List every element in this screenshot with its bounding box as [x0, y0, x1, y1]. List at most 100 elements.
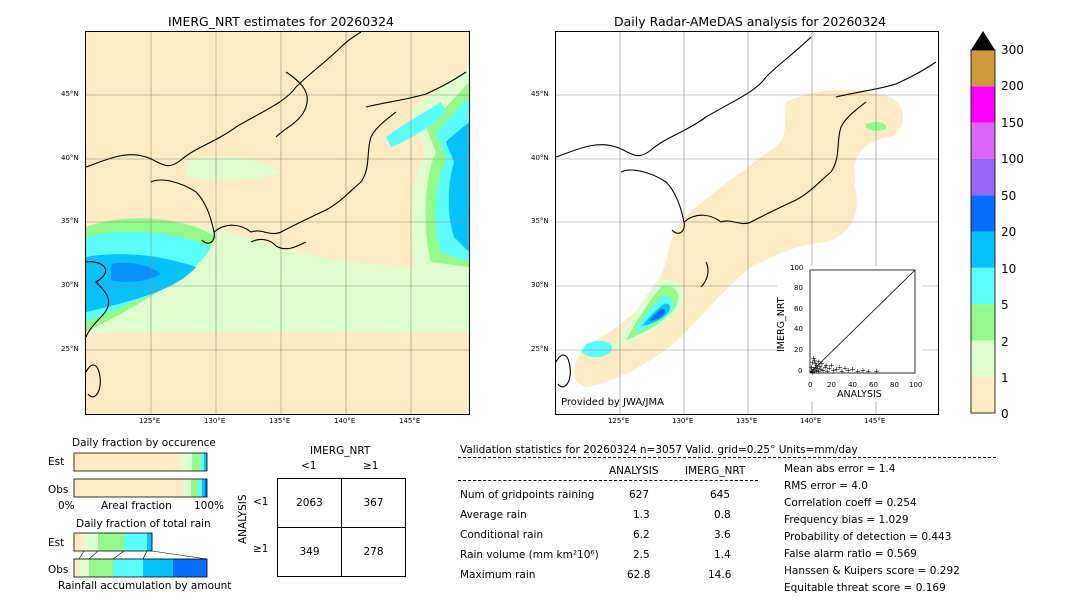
scatter-point: +: [819, 360, 825, 368]
total-rain-obs-bar: [89, 559, 113, 577]
right-lat-label: 45°N: [531, 90, 549, 98]
colorbar-tick: 50: [1001, 189, 1017, 203]
colorbar-tick: 200: [1001, 79, 1024, 93]
left-map-coastline: [86, 32, 467, 398]
rain-area-south-light: [306, 260, 376, 284]
colorbar-segment: [971, 158, 995, 196]
validation-row-analysis: 627: [629, 489, 650, 501]
colorbar-tick: 150: [1001, 116, 1024, 130]
scatter-svg: +++++++++++++++++++++ + + + +++++++++++: [809, 269, 916, 376]
scatter-ytick: 80: [794, 284, 803, 292]
validation-row-label: Conditional rain: [460, 529, 544, 541]
total-rain-est-bar: [98, 533, 124, 551]
contingency-table: 2063 367 349 278: [277, 478, 406, 577]
scatter-point: +: [817, 362, 823, 370]
scatter-point: +: [810, 368, 816, 376]
total-rain-obs-bar: [113, 559, 143, 577]
scatter-point: +: [834, 365, 840, 373]
scatter-xtick: 0: [808, 381, 813, 389]
contingency-col-label: ≥1: [363, 460, 379, 472]
right-lon-label: 130°E: [672, 417, 694, 425]
total-rain-row-label: Est: [48, 537, 65, 549]
contingency-row-label: ≥1: [253, 543, 269, 555]
scatter-point: +: [873, 367, 879, 375]
left-map-grid: [86, 32, 469, 414]
occurrence-obs-bar: [198, 479, 202, 497]
colorbar-segment: [971, 376, 995, 413]
validation-col-imerg: IMERG_NRT: [685, 465, 746, 477]
contingency-cell: 367: [341, 478, 406, 528]
scatter-point: +: [845, 366, 851, 374]
occurrence-obs-bar: [205, 479, 207, 497]
score-line: Frequency bias = 1.029: [784, 514, 909, 526]
score-line: Equitable threat score = 0.169: [784, 582, 946, 594]
colorbar-segment: [971, 195, 995, 232]
left-lon-label: 145°E: [399, 417, 421, 425]
table-row: 2063 367: [277, 478, 406, 528]
total-rain-obs-bar: [79, 559, 89, 577]
scatter-xlabel: ANALYSIS: [837, 389, 882, 400]
right-lon-label: 140°E: [800, 417, 822, 425]
scatter-ytick: 0: [798, 367, 803, 375]
scatter-point: +: [839, 367, 845, 375]
validation-row-analysis: 6.2: [633, 529, 650, 541]
score-line: Hanssen & Kuipers score = 0.292: [784, 565, 960, 577]
scatter-ytick: 40: [794, 325, 803, 333]
total-rain-est-bar: [84, 533, 98, 551]
scatter-inset: + + + + + + + + + + + + + + + + + + + + + + + + + + + + + + + + + + +: [777, 266, 922, 402]
left-lat-label: 45°N: [61, 90, 79, 98]
validation-row-analysis: 2.5: [633, 549, 650, 561]
scatter-point: +: [818, 365, 824, 373]
scatter-xtick: 60: [869, 381, 878, 389]
validation-row-imerg: 1.4: [714, 549, 731, 561]
left-lat-label: 40°N: [61, 154, 79, 162]
right-lat-label: 25°N: [531, 345, 549, 353]
validation-col-analysis: ANALYSIS: [609, 465, 659, 477]
occurrence-obs-bar: [74, 479, 183, 497]
colorbar-segment: [971, 86, 995, 123]
scatter-point: +: [816, 358, 822, 366]
validation-row-imerg: 0.8: [714, 509, 731, 521]
right-map-title: Daily Radar-AMeDAS analysis for 20260324: [614, 14, 887, 29]
scatter-point: +: [824, 367, 830, 375]
validation-row-analysis: 1.3: [633, 509, 650, 521]
score-line: RMS error = 4.0: [784, 480, 868, 492]
total-rain-obs-bar: [143, 559, 173, 577]
occurrence-title: Daily fraction by occurence: [72, 437, 216, 449]
contingency-cell: 349: [277, 527, 342, 577]
rain-area-east-blue: [446, 122, 469, 252]
colorbar: [970, 30, 996, 414]
contingency-cell: 278: [341, 527, 406, 577]
validation-row-label: Rain volume (mm km²10⁶): [460, 549, 599, 561]
rain-area-darkblue: [111, 262, 161, 282]
colorbar-segment: [971, 340, 995, 377]
right-lat-label: 35°N: [531, 217, 549, 225]
validation-row-analysis: 62.8: [627, 569, 651, 581]
contingency-title: IMERG_NRT: [310, 445, 371, 457]
total-rain-svg: [73, 532, 208, 578]
scatter-point: +: [850, 365, 856, 373]
validation-header: Validation statistics for 20260324 n=305…: [460, 444, 858, 456]
scatter-point: +: [809, 367, 815, 375]
scatter-point: +: [831, 366, 837, 374]
scatter-xtick: 80: [890, 381, 899, 389]
right-lon-label: 145°E: [864, 417, 886, 425]
validation-row-label: Average rain: [460, 509, 527, 521]
colorbar-tick: 10: [1001, 262, 1017, 276]
colorbar-tick: 100: [1001, 152, 1024, 166]
score-line: Probability of detection = 0.443: [784, 531, 952, 543]
colorbar-frame: [970, 49, 996, 414]
colorbar-segment: [971, 122, 995, 159]
left-map-title: IMERG_NRT estimates for 20260324: [168, 14, 395, 29]
colorbar-tick: 0: [1001, 407, 1009, 421]
scatter-point: +: [837, 363, 843, 371]
scatter-point: +: [815, 364, 821, 372]
left-lon-label: 135°E: [269, 417, 291, 425]
occurrence-est-bar: [180, 453, 192, 471]
colorbar-segment: [971, 267, 995, 305]
occurrence-est-bar: [204, 453, 207, 471]
rain-area-korea-light: [186, 156, 281, 181]
contingency-cell: 2063: [277, 478, 342, 528]
contingency-row-label: <1: [253, 496, 269, 508]
scatter-point: +: [811, 354, 817, 362]
